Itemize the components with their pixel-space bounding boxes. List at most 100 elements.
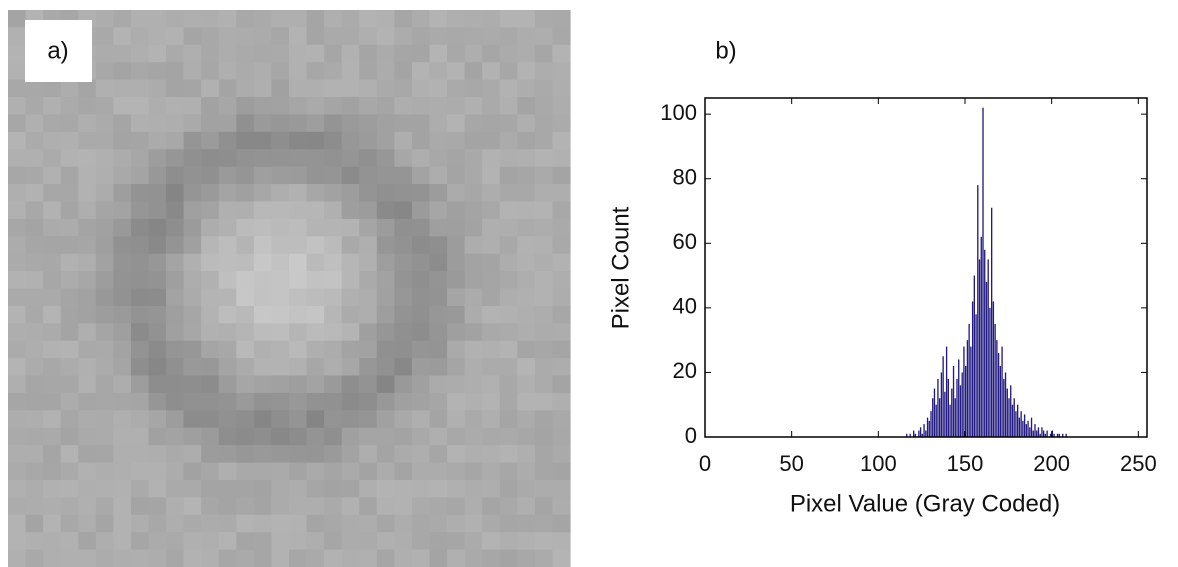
pixel — [236, 340, 255, 359]
pixel — [482, 184, 501, 203]
pixel — [43, 445, 62, 464]
pixel — [8, 131, 27, 150]
pixel — [289, 514, 308, 533]
pixel — [499, 253, 518, 272]
pixel — [78, 532, 97, 551]
pixel — [376, 497, 395, 516]
pixel — [552, 427, 571, 446]
pixel — [8, 479, 27, 498]
pixel — [359, 27, 378, 46]
pixel — [166, 184, 185, 203]
pixel — [95, 236, 114, 255]
pixel — [324, 340, 343, 359]
pixel — [411, 10, 431, 29]
pixel — [447, 427, 466, 446]
pixel — [517, 97, 536, 116]
pixel — [324, 236, 343, 255]
pixel — [8, 114, 27, 133]
pixel — [552, 218, 571, 237]
pixel — [534, 236, 554, 255]
pixel — [43, 340, 62, 359]
pixel — [271, 10, 290, 29]
pixel — [201, 166, 220, 185]
pixel — [166, 288, 185, 307]
pixel — [130, 218, 150, 237]
pixel — [148, 10, 167, 29]
pixel — [411, 27, 431, 46]
pixel — [289, 288, 308, 307]
pixel — [289, 114, 308, 133]
pixel — [464, 44, 483, 63]
pixel — [376, 79, 395, 98]
pixel — [130, 427, 150, 446]
pixel — [534, 462, 554, 481]
pixel — [113, 236, 132, 255]
pixel — [376, 445, 395, 464]
pixel — [60, 236, 79, 255]
pixel — [552, 340, 571, 359]
pixel — [517, 27, 536, 46]
pixel — [482, 445, 501, 464]
pixel — [517, 79, 536, 98]
pixel — [324, 79, 343, 98]
pixel — [429, 184, 448, 203]
pixel — [464, 27, 483, 46]
pixel — [113, 271, 132, 290]
pixel — [253, 532, 273, 551]
pixel — [464, 340, 483, 359]
pixel — [218, 62, 237, 81]
pixel — [341, 79, 360, 98]
pixel — [113, 445, 132, 464]
pixel — [534, 79, 554, 98]
pixel — [60, 201, 79, 220]
pixel — [78, 514, 97, 533]
pixel — [183, 462, 202, 481]
pixel — [130, 114, 150, 133]
pixel — [236, 462, 255, 481]
pixel — [236, 271, 255, 290]
pixel — [306, 410, 325, 429]
pixel — [482, 236, 501, 255]
pixel — [8, 271, 27, 290]
pixel — [517, 253, 536, 272]
pixel — [25, 445, 44, 464]
pixel — [464, 97, 483, 116]
pixel — [376, 288, 395, 307]
pixel — [218, 532, 237, 551]
pixel — [359, 410, 378, 429]
pixel — [552, 149, 571, 168]
pixel — [552, 271, 571, 290]
bar — [963, 346, 965, 437]
pixel — [411, 532, 431, 551]
pixel — [359, 549, 378, 567]
pixel — [78, 149, 97, 168]
pixel — [411, 497, 431, 516]
pixel — [253, 392, 273, 411]
pixel — [394, 166, 413, 185]
pixel — [289, 10, 308, 29]
pixel — [8, 410, 27, 429]
pixel — [289, 166, 308, 185]
pixel — [130, 340, 150, 359]
pixel — [166, 114, 185, 133]
pixel — [394, 410, 413, 429]
pixel — [183, 166, 202, 185]
pixel — [8, 44, 27, 63]
pixel — [166, 131, 185, 150]
pixel — [218, 549, 237, 567]
bar — [951, 388, 953, 437]
pixel — [130, 62, 150, 81]
pixel — [306, 131, 325, 150]
pixel — [534, 549, 554, 567]
pixel — [482, 427, 501, 446]
pixel — [148, 305, 167, 324]
pixel — [552, 514, 571, 533]
pixel — [534, 166, 554, 185]
pixel — [25, 236, 44, 255]
pixel — [95, 497, 114, 516]
pixel — [271, 305, 290, 324]
pixel — [306, 427, 325, 446]
bar — [1036, 430, 1038, 437]
pixel — [289, 184, 308, 203]
pixel — [166, 271, 185, 290]
